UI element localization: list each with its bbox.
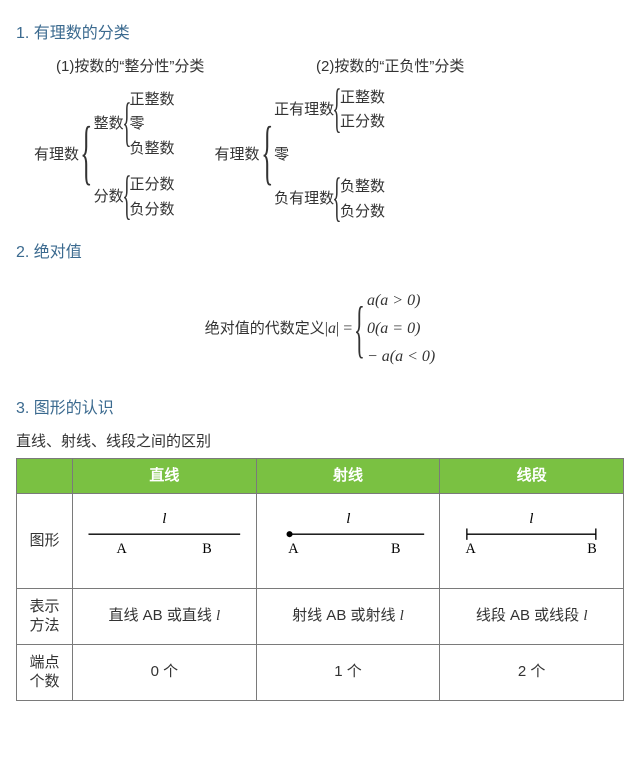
brace-icon: {	[354, 307, 365, 352]
svg-text:A: A	[117, 541, 128, 557]
abs-case-1: a(a > 0)	[367, 289, 435, 313]
table-caption: 直线、射线、线段之间的区别	[16, 431, 624, 454]
abs-rbar: |	[336, 317, 339, 341]
ray-icon: l A B	[263, 502, 434, 572]
tree-integrality: 有理数 { 整数 { 正整数 零 负整数 分数 { 正分数 负分数	[34, 87, 175, 224]
tree2-b2-leaf: 负分数	[340, 201, 385, 224]
table-row: 图形 l A B l A B l	[17, 494, 624, 589]
brace-icon: {	[333, 181, 342, 213]
tree2-b2-leaf: 负整数	[340, 176, 385, 199]
segment-icon: l A B	[446, 502, 617, 572]
svg-text:B: B	[202, 541, 211, 557]
tree2-b1-leaf: 正整数	[340, 87, 385, 110]
tree1-root: 有理数	[34, 144, 79, 167]
geometry-table: 直线 射线 线段 图形 l A B l A B	[16, 458, 624, 701]
absolute-value-definition: 绝对值的代数定义 |a| = { a(a > 0) 0(a = 0) − a(a…	[16, 289, 624, 369]
abs-lead: 绝对值的代数定义	[205, 318, 325, 341]
th-line: 直线	[73, 458, 257, 494]
abs-case-3: − a(a < 0)	[367, 345, 435, 369]
section-1-title: 1. 有理数的分类	[16, 22, 624, 46]
tree1-b2-leaf: 负分数	[130, 199, 175, 222]
section-3-title: 3. 图形的认识	[16, 397, 624, 421]
abs-eq: =	[343, 317, 352, 341]
th-ray: 射线	[256, 458, 440, 494]
notation-segment: 线段 AB 或线段 l	[440, 588, 624, 644]
table-header-row: 直线 射线 线段	[17, 458, 624, 494]
tree1-b1-leaf: 零	[130, 113, 175, 136]
tree-sign: 有理数 { 正有理数 { 正整数 正分数 零 负有理数 { 负整数 负分数	[215, 87, 386, 224]
th-segment: 线段	[440, 458, 624, 494]
endpoints-ray: 1 个	[256, 644, 440, 700]
subtitle-1: (1)按数的“整分性”分类	[56, 56, 316, 79]
tree2-b1-leaf: 正分数	[340, 111, 385, 134]
row-figure-label: 图形	[17, 494, 73, 589]
endpoints-line: 0 个	[73, 644, 257, 700]
tree2-mid: 零	[274, 144, 289, 167]
table-row: 表示 方法 直线 AB 或直线 l 射线 AB 或射线 l 线段 AB 或线段 …	[17, 588, 624, 644]
figure-ray: l A B	[256, 494, 440, 589]
figure-line: l A B	[73, 494, 257, 589]
abs-var: a	[328, 317, 336, 341]
svg-text:B: B	[588, 541, 597, 557]
abs-case-2: 0(a = 0)	[367, 317, 435, 341]
brace-icon: {	[261, 131, 273, 174]
notation-ray: 射线 AB 或射线 l	[256, 588, 440, 644]
row-notation-label: 表示 方法	[17, 588, 73, 644]
notation-line: 直线 AB 或直线 l	[73, 588, 257, 644]
tree1-b2-leaf: 正分数	[130, 174, 175, 197]
brace-icon: {	[122, 106, 131, 138]
table-row: 端点 个数 0 个 1 个 2 个	[17, 644, 624, 700]
tree1-b1-leaf: 正整数	[130, 89, 175, 112]
tree2-root: 有理数	[215, 144, 260, 167]
svg-text:B: B	[391, 541, 400, 557]
section-1-subtitles: (1)按数的“整分性”分类 (2)按数的“正负性”分类	[56, 56, 624, 79]
svg-text:l: l	[530, 510, 534, 527]
endpoints-segment: 2 个	[440, 644, 624, 700]
brace-icon: {	[80, 131, 92, 174]
tree2-b1-label: 正有理数	[274, 99, 334, 122]
th-blank	[17, 458, 73, 494]
svg-text:l: l	[162, 510, 166, 527]
svg-text:l: l	[346, 510, 350, 527]
subtitle-2: (2)按数的“正负性”分类	[316, 56, 464, 79]
brace-icon: {	[333, 92, 342, 124]
classification-trees: 有理数 { 整数 { 正整数 零 负整数 分数 { 正分数 负分数	[34, 87, 624, 224]
svg-text:A: A	[288, 541, 299, 557]
brace-icon: {	[122, 179, 131, 211]
tree2-b2-label: 负有理数	[274, 188, 334, 211]
line-icon: l A B	[79, 502, 250, 572]
tree1-b1-leaf: 负整数	[130, 138, 175, 161]
section-2-title: 2. 绝对值	[16, 241, 624, 265]
tree1-b1-label: 整数	[94, 113, 124, 136]
figure-segment: l A B	[440, 494, 624, 589]
svg-text:A: A	[466, 541, 477, 557]
tree1-b2-label: 分数	[94, 186, 124, 209]
row-endpoints-label: 端点 个数	[17, 644, 73, 700]
